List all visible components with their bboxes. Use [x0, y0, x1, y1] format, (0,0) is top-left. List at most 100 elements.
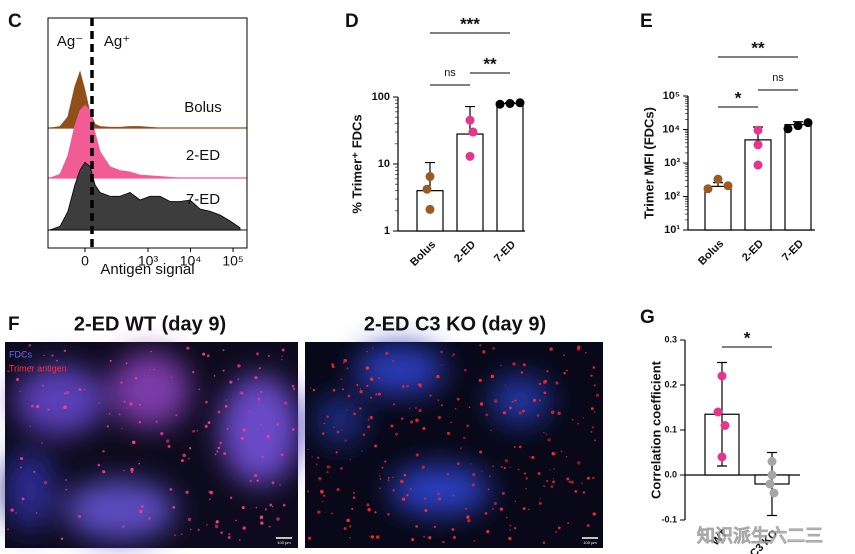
antigen-speck — [563, 354, 565, 357]
antigen-speck — [512, 362, 516, 366]
antigen-speck — [242, 428, 246, 432]
antigen-speck — [393, 403, 396, 406]
x-tick-label: 10⁴ — [180, 253, 202, 269]
antigen-speck — [359, 388, 362, 390]
antigen-speck — [126, 407, 128, 409]
antigen-speck — [406, 494, 409, 497]
antigen-speck — [346, 409, 348, 411]
antigen-speck — [540, 498, 542, 500]
antigen-speck — [125, 362, 128, 365]
antigen-speck — [403, 473, 407, 477]
antigen-speck — [456, 397, 460, 401]
antigen-speck — [227, 535, 231, 539]
antigen-speck — [481, 470, 483, 472]
antigen-speck — [568, 480, 571, 483]
antigen-speck — [525, 476, 529, 480]
antigen-speck — [43, 480, 48, 485]
y-tick-label: 0.2 — [664, 379, 677, 389]
antigen-speck — [121, 427, 123, 429]
antigen-speck — [366, 350, 368, 353]
data-point — [495, 99, 505, 109]
antigen-speck — [344, 439, 347, 442]
y-tick-label: 0.3 — [664, 334, 677, 344]
antigen-speck — [591, 426, 595, 429]
antigen-speck — [436, 374, 440, 379]
antigen-speck — [414, 406, 417, 410]
y-tick-label: 0.0 — [664, 469, 677, 479]
antigen-speck — [504, 459, 509, 463]
antigen-speck — [487, 488, 490, 491]
antigen-speck — [219, 441, 223, 445]
antigen-speck — [291, 428, 295, 431]
antigen-speck — [486, 530, 490, 534]
antigen-speck — [204, 424, 208, 428]
antigen-speck — [138, 403, 141, 406]
antigen-speck — [323, 494, 326, 497]
antigen-speck — [437, 399, 440, 401]
antigen-speck — [437, 492, 440, 496]
antigen-speck — [514, 500, 517, 503]
x-tick-label: 7-ED — [780, 238, 806, 264]
legend-text: FDCs — [9, 349, 32, 359]
antigen-speck — [459, 447, 462, 450]
x-tick-label: Bolus — [408, 239, 438, 269]
antigen-speck — [223, 452, 227, 455]
antigen-speck — [367, 425, 371, 429]
antigen-speck — [260, 423, 263, 426]
antigen-speck — [267, 354, 270, 358]
antigen-speck — [401, 385, 405, 388]
antigen-speck — [511, 400, 514, 403]
data-point — [717, 452, 727, 462]
antigen-speck — [260, 521, 264, 525]
antigen-speck — [20, 466, 22, 469]
antigen-speck — [123, 469, 125, 472]
antigen-speck — [316, 456, 320, 460]
x-tick-label: 10⁵ — [222, 253, 243, 269]
antigen-speck — [138, 462, 140, 465]
antigen-speck — [30, 365, 32, 368]
antigen-speck — [138, 509, 143, 514]
antigen-speck — [550, 485, 554, 489]
antigen-speck — [192, 429, 195, 433]
antigen-speck — [370, 377, 374, 381]
antigen-speck — [130, 470, 134, 474]
antigen-speck — [169, 487, 173, 491]
antigen-speck — [56, 359, 58, 362]
antigen-speck — [307, 490, 310, 493]
antigen-speck — [235, 519, 237, 522]
antigen-speck — [463, 436, 466, 440]
antigen-speck — [528, 508, 530, 510]
antigen-speck — [370, 535, 375, 539]
antigen-speck — [492, 465, 494, 467]
antigen-speck — [574, 490, 578, 493]
annotation: Ag⁻ — [57, 33, 83, 50]
antigen-speck — [280, 453, 284, 456]
antigen-speck — [509, 524, 512, 527]
y-tick-label: 1 — [384, 225, 390, 237]
y-axis-label: % Trimer⁺ FDCs — [349, 114, 364, 213]
antigen-speck — [542, 541, 546, 544]
antigen-speck — [180, 459, 184, 463]
antigen-speck — [268, 525, 271, 528]
antigen-speck — [160, 431, 164, 436]
y-tick-label: 10³ — [664, 157, 680, 169]
antigen-speck — [266, 434, 270, 439]
x-tick-label: 0 — [81, 253, 89, 269]
data-point — [515, 98, 525, 108]
antigen-speck — [593, 411, 596, 413]
antigen-speck — [322, 500, 324, 503]
antigen-speck — [518, 445, 522, 449]
antigen-speck — [326, 465, 330, 469]
antigen-speck — [208, 498, 211, 501]
antigen-speck — [489, 475, 491, 477]
antigen-speck — [353, 412, 357, 416]
antigen-speck — [361, 450, 363, 452]
antigen-speck — [366, 503, 370, 507]
density-area — [49, 104, 241, 179]
significance-label: *** — [460, 14, 480, 33]
series-label: 2-ED — [186, 147, 220, 164]
antigen-speck — [555, 381, 559, 385]
micrograph-wt — [5, 342, 300, 548]
series-label: 7-ED — [186, 191, 220, 208]
antigen-speck — [20, 456, 24, 461]
